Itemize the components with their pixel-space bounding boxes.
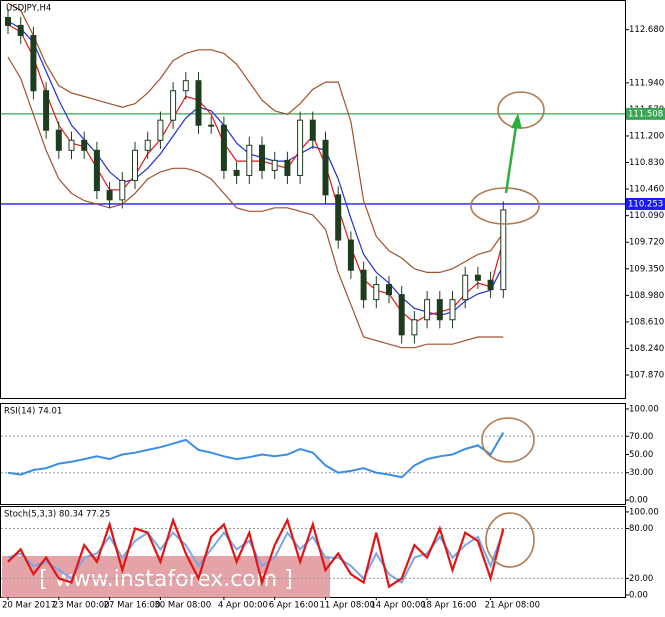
annotation-ellipse <box>497 91 545 129</box>
candle-body <box>246 144 253 176</box>
watermark: [ www.instaforex.com ] <box>39 567 293 592</box>
candle-body <box>462 274 469 301</box>
candle-body <box>373 284 380 301</box>
annotations <box>470 91 545 568</box>
x-tick-label: 20 Mar 2017 <box>2 601 56 611</box>
candle-body <box>30 34 37 92</box>
x-tick-label: 21 Apr 08:00 <box>485 601 540 611</box>
y-tick-label: 110.090 <box>629 211 664 221</box>
y-tick-label: 108.240 <box>629 344 664 354</box>
candle-body <box>93 149 100 192</box>
candle-body <box>43 90 50 131</box>
candle-body <box>81 139 88 151</box>
rsi-frame <box>0 403 626 505</box>
x-tick-label: 4 Apr 00:00 <box>218 601 268 611</box>
level-label: 110.253 <box>628 199 663 209</box>
y-tick-label: 110.460 <box>629 185 664 195</box>
y-tick-label: 107.870 <box>629 371 664 381</box>
candle-body <box>195 80 202 126</box>
x-tick-label: 18 Apr 16:00 <box>421 601 476 611</box>
annotation-ellipse <box>481 417 535 463</box>
y-tick-label: 112.680 <box>629 25 664 35</box>
y-tick-label: 30.00 <box>629 468 653 478</box>
candle-body <box>17 24 24 36</box>
x-tick-label: 11 Apr 08:00 <box>320 601 375 611</box>
arrow-head <box>511 113 522 129</box>
candle-body <box>144 139 151 151</box>
y-tick-label: 70.00 <box>629 432 653 442</box>
x-tick-label: 30 Mar 08:00 <box>154 601 211 611</box>
candle-body <box>68 139 75 151</box>
y-tick-label: 109.720 <box>629 238 664 248</box>
candle-body <box>106 190 113 201</box>
candle-body <box>386 284 392 296</box>
candle-body <box>398 294 405 336</box>
annotation-ellipse <box>485 512 535 568</box>
x-tick-label: 6 Apr 16:00 <box>269 601 319 611</box>
candle-body <box>347 239 354 271</box>
indicator-line <box>7 24 504 324</box>
candle-body <box>55 129 62 151</box>
indicator-line <box>7 516 505 589</box>
candle-body <box>233 169 240 176</box>
y-tick-label: 0.00 <box>629 591 648 601</box>
candle-body <box>259 144 265 171</box>
y-tick-label: 0.00 <box>629 496 648 506</box>
candle-body <box>119 179 126 201</box>
candle-body <box>208 124 215 127</box>
level-label-box <box>626 197 665 210</box>
y-tick-label: 111.200 <box>629 131 664 141</box>
y-tick-label: 108.610 <box>629 317 664 327</box>
candle-body <box>449 299 456 321</box>
stoch-title: Stoch(5,3,3) 80.34 77.25 <box>4 510 110 520</box>
y-tick-label: 80.00 <box>629 524 653 534</box>
y-tick-label: 109.350 <box>629 264 664 274</box>
candle-body <box>132 149 138 181</box>
candle-body <box>335 194 342 241</box>
candle-body <box>284 159 291 176</box>
main-frame <box>0 0 626 399</box>
candle-body <box>271 159 278 171</box>
y-tick-label: 108.980 <box>629 291 664 301</box>
y-tick-label: 100.00 <box>629 404 659 414</box>
annotation-arrow <box>504 125 518 194</box>
x-tick-label: 23 Mar 00:00 <box>53 601 110 611</box>
y-tick-label: 20.00 <box>629 574 653 584</box>
indicator-line <box>7 432 505 479</box>
candle-body <box>322 139 329 196</box>
y-tick-label: 111.940 <box>629 78 664 88</box>
candle-body <box>360 269 367 301</box>
level-label-box <box>626 107 665 120</box>
y-tick-label: 50.00 <box>629 450 653 460</box>
candle-body <box>487 279 494 291</box>
candle-body <box>500 209 507 291</box>
y-tick-label: 110.830 <box>629 158 664 168</box>
annotation-ellipse <box>470 187 540 225</box>
candle-body <box>5 17 11 26</box>
rsi-title: RSI(14) 74.01 <box>4 407 62 417</box>
candle-body <box>220 124 227 171</box>
candle-body <box>182 80 189 92</box>
x-tick-label: 14 Apr 00:00 <box>370 601 425 611</box>
indicator-line <box>7 20 504 317</box>
candle-body <box>436 299 443 321</box>
candle-body <box>411 319 418 336</box>
indicator-line <box>7 56 504 349</box>
x-tick-label: 27 Mar 16:00 <box>104 601 161 611</box>
candle-body <box>424 299 431 321</box>
level-label: 111.508 <box>628 109 663 119</box>
candle-body <box>157 119 164 141</box>
main-title: USDJPY,H4 <box>6 4 51 14</box>
indicator-line <box>7 2 504 273</box>
candle-body <box>474 274 481 281</box>
candle-body <box>309 119 316 141</box>
candle-body <box>297 119 304 176</box>
candle-body <box>170 90 177 121</box>
y-tick-label: 100.00 <box>629 507 659 517</box>
